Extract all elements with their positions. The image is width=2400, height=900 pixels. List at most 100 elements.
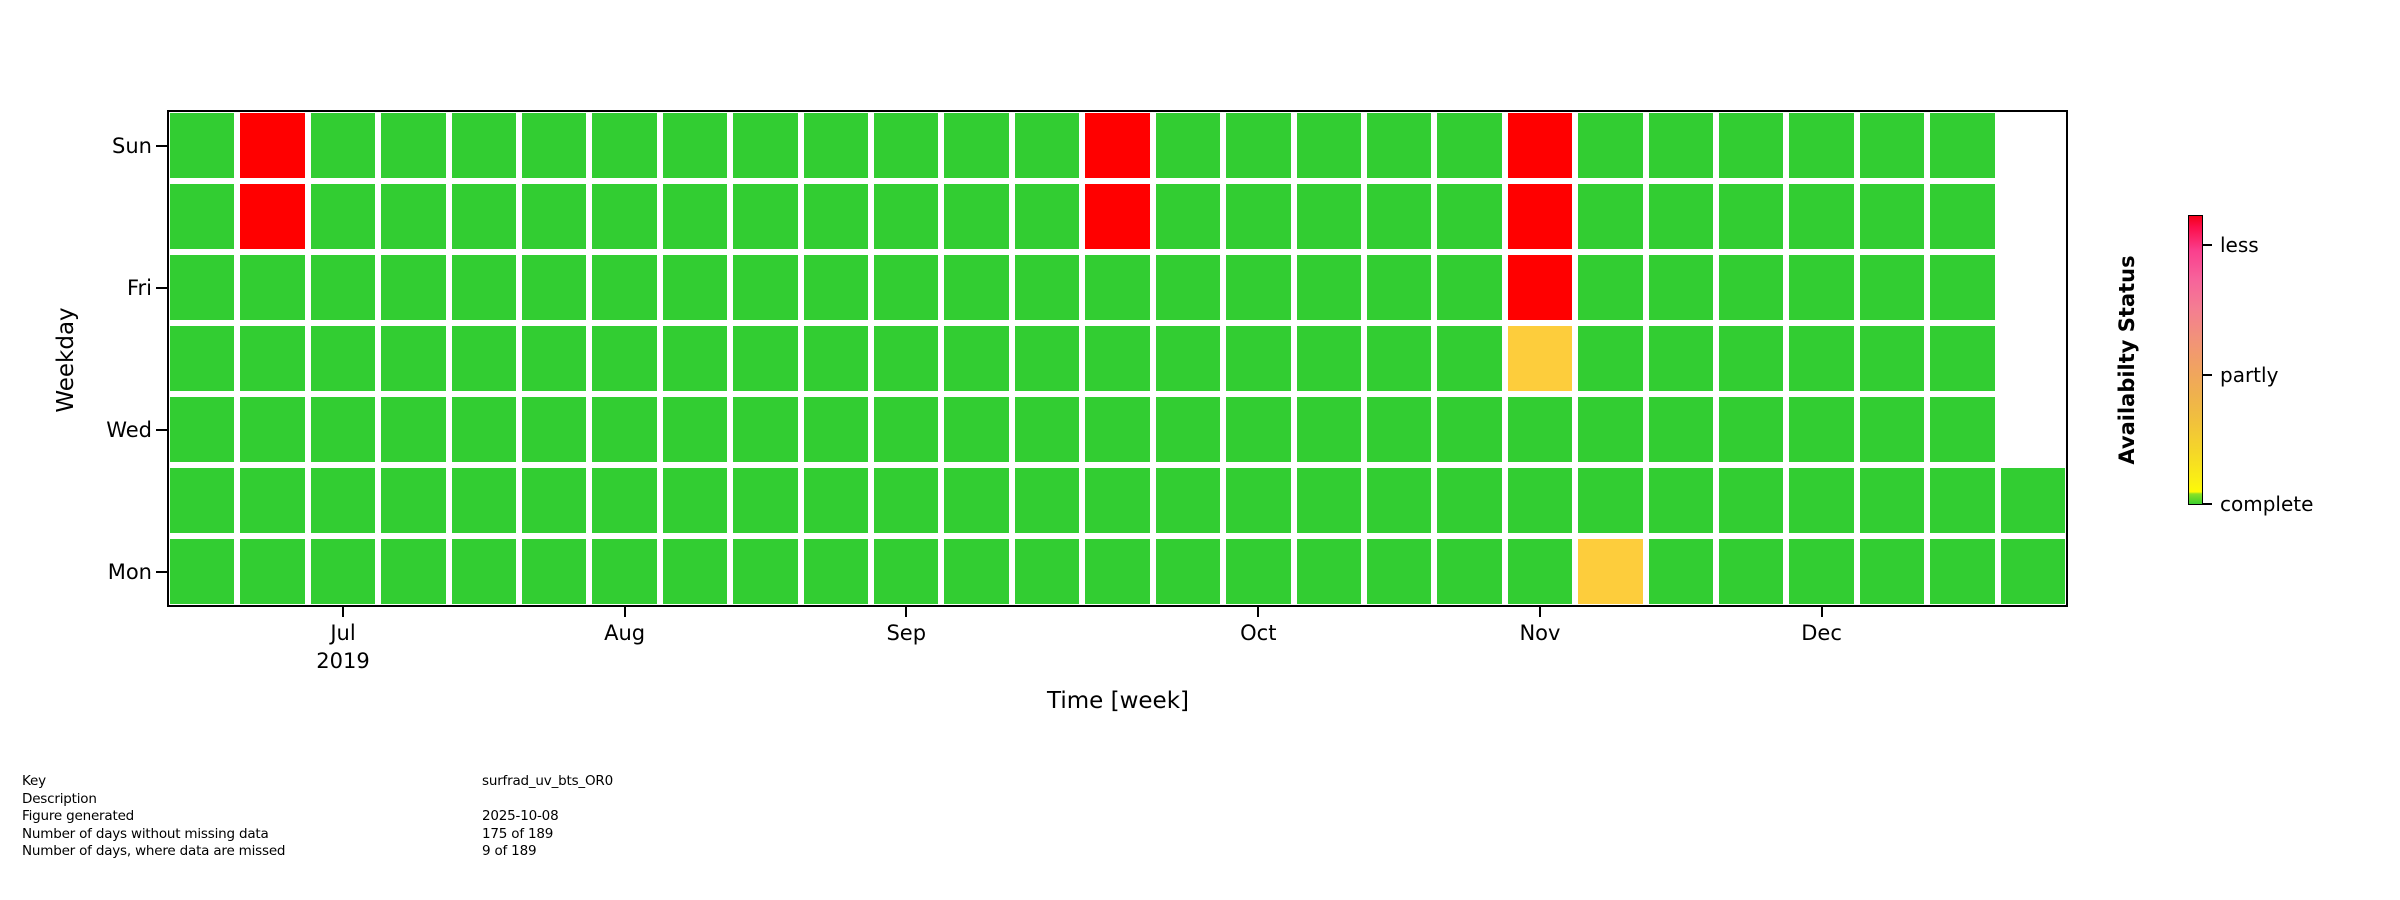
key-table: Key surfrad_uv_bts_OR0 Description Figure g…: [22, 772, 922, 872]
colorbar-tick-mark: [2203, 243, 2212, 246]
heatmap-cell-complete: [170, 255, 235, 320]
heatmap-cell-complete: [1859, 539, 1925, 604]
heatmap-cell-complete: [1296, 113, 1361, 178]
heatmap-cell-complete: [1014, 397, 1080, 462]
x-axis-label: Time [week]: [1047, 688, 1189, 714]
heatmap-cell-complete: [522, 184, 587, 249]
heatmap-cell-complete: [1718, 539, 1784, 604]
heatmap-cell-complete: [1437, 255, 1502, 320]
heatmap-cell-complete: [451, 255, 517, 320]
x-tick-label: Sep: [886, 621, 927, 645]
heatmap-cell-complete: [944, 468, 1009, 533]
heatmap-cell-complete: [1648, 113, 1713, 178]
heatmap-cell-complete: [381, 539, 446, 604]
heatmap-cell-complete: [1437, 539, 1502, 604]
heatmap-cell-complete: [1718, 468, 1784, 533]
heatmap-cell-complete: [240, 397, 305, 462]
heatmap-cell-complete: [1366, 255, 1432, 320]
heatmap-cell-less: [240, 113, 305, 178]
heatmap-cell-complete: [803, 468, 869, 533]
heatmap-cell-complete: [522, 397, 587, 462]
heatmap-cell-complete: [522, 255, 587, 320]
key-table-row: Key surfrad_uv_bts_OR0: [22, 772, 922, 790]
heatmap-cell-complete: [944, 113, 1009, 178]
heatmap-cell-complete: [1366, 326, 1432, 391]
heatmap-cell-complete: [1718, 326, 1784, 391]
heatmap-cell-complete: [1085, 397, 1150, 462]
heatmap-cell-complete: [874, 255, 939, 320]
heatmap-cell-less: [1507, 184, 1573, 249]
x-tick-label: Aug: [604, 621, 646, 645]
heatmap-cell-complete: [592, 184, 657, 249]
key-table-value: 9 of 189: [482, 843, 537, 859]
heatmap-cell-complete: [1437, 397, 1502, 462]
heatmap-cell-complete: [1578, 397, 1643, 462]
heatmap-cell-partly: [1578, 539, 1643, 604]
colorbar: [2188, 215, 2203, 505]
heatmap-cell-complete: [1296, 539, 1361, 604]
heatmap-cell-complete: [874, 539, 939, 604]
heatmap-cell-complete: [1859, 397, 1925, 462]
heatmap-cell-complete: [733, 113, 798, 178]
key-table-row: Number of days without missing data 175 o…: [22, 825, 922, 843]
y-tick-mark: [156, 570, 167, 573]
heatmap-cell-complete: [662, 397, 728, 462]
y-tick-label: Fri: [126, 275, 152, 300]
heatmap-cells: [169, 112, 2066, 605]
heatmap-cell-complete: [1085, 326, 1150, 391]
heatmap-cell-complete: [1085, 539, 1150, 604]
heatmap-cell-complete: [733, 184, 798, 249]
heatmap-cell-less: [240, 184, 305, 249]
heatmap-cell-complete: [170, 397, 235, 462]
heatmap-cell-complete: [1085, 468, 1150, 533]
y-tick-label: Sun: [112, 133, 152, 158]
heatmap-cell-complete: [170, 539, 235, 604]
heatmap-cell-complete: [874, 326, 939, 391]
heatmap-cell-complete: [803, 539, 869, 604]
heatmap-cell-complete: [240, 255, 305, 320]
heatmap-cell-complete: [1718, 184, 1784, 249]
heatmap-cell-complete: [170, 113, 235, 178]
key-table-row: Figure generated 2025-10-08: [22, 807, 922, 825]
colorbar-tick-label: partly: [2220, 363, 2279, 388]
heatmap-cell-complete: [1859, 468, 1925, 533]
heatmap-cell-complete: [1789, 539, 1854, 604]
key-table-label: Description: [22, 790, 97, 807]
x-tick-label: Jul: [330, 621, 356, 645]
heatmap-cell-complete: [451, 184, 517, 249]
heatmap-cell-complete: [1014, 113, 1080, 178]
heatmap-cell-complete: [1437, 468, 1502, 533]
heatmap-cell-complete: [522, 326, 587, 391]
heatmap-cell-complete: [381, 326, 446, 391]
x-tick-label: Oct: [1240, 621, 1277, 645]
heatmap-cell-complete: [1366, 539, 1432, 604]
heatmap-cell-complete: [310, 539, 376, 604]
heatmap-cell-complete: [310, 397, 376, 462]
key-table-label: Number of days, where data are missed: [22, 843, 286, 859]
heatmap-cell-complete: [1437, 113, 1502, 178]
heatmap-cell-complete: [1296, 397, 1361, 462]
heatmap-cell-complete: [1930, 539, 1995, 604]
heatmap-cell-complete: [1296, 326, 1361, 391]
colorbar-tick-label: complete: [2220, 492, 2314, 517]
heatmap-cell-complete: [1718, 397, 1784, 462]
heatmap-cell-complete: [733, 539, 798, 604]
heatmap-cell-complete: [803, 184, 869, 249]
heatmap-cell-less: [1085, 113, 1150, 178]
heatmap-cell-complete: [1930, 397, 1995, 462]
heatmap-cell-less: [1085, 184, 1150, 249]
heatmap-cell-complete: [1437, 326, 1502, 391]
heatmap-cell-complete: [1155, 326, 1221, 391]
x-tick-label: Dec: [1801, 621, 1842, 645]
heatmap-cell-complete: [1155, 539, 1221, 604]
heatmap-cell-complete: [522, 468, 587, 533]
x-tick-mark: [623, 607, 626, 617]
heatmap-cell-complete: [1437, 184, 1502, 249]
heatmap-cell-complete: [310, 255, 376, 320]
heatmap-cell-complete: [310, 113, 376, 178]
heatmap-cell-complete: [874, 397, 939, 462]
heatmap-cell-complete: [1507, 397, 1573, 462]
heatmap-cell-complete: [1226, 468, 1291, 533]
heatmap-cell-complete: [2000, 468, 2065, 533]
heatmap-cell-complete: [592, 255, 657, 320]
